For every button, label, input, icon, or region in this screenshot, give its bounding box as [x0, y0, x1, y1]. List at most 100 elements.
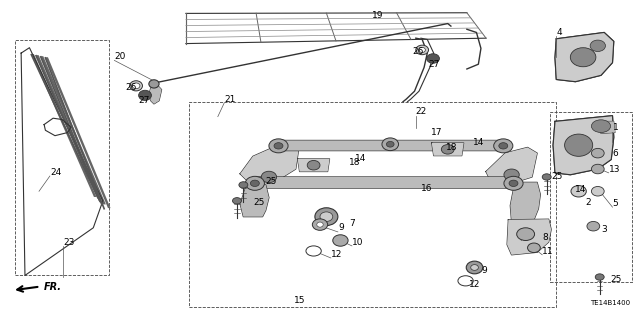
Ellipse shape — [317, 222, 323, 227]
Bar — [189, 102, 556, 307]
Polygon shape — [600, 122, 615, 133]
Text: 19: 19 — [372, 11, 384, 20]
Ellipse shape — [591, 120, 611, 132]
Text: 26: 26 — [125, 83, 136, 92]
Polygon shape — [510, 182, 540, 221]
Polygon shape — [41, 56, 106, 204]
Ellipse shape — [527, 243, 540, 253]
Text: 20: 20 — [115, 52, 125, 61]
Ellipse shape — [587, 221, 600, 231]
Text: 1: 1 — [612, 123, 618, 132]
Ellipse shape — [333, 235, 348, 246]
Ellipse shape — [132, 83, 140, 89]
Polygon shape — [149, 85, 162, 104]
Text: 25: 25 — [611, 275, 622, 284]
Text: 14: 14 — [575, 185, 587, 194]
Ellipse shape — [239, 182, 248, 188]
Text: 9: 9 — [481, 266, 486, 275]
Ellipse shape — [442, 145, 454, 154]
Polygon shape — [240, 185, 269, 217]
Bar — [550, 112, 632, 282]
Ellipse shape — [570, 48, 596, 67]
Ellipse shape — [564, 134, 593, 156]
Polygon shape — [486, 147, 537, 183]
Ellipse shape — [382, 138, 399, 151]
Text: 24: 24 — [50, 168, 61, 177]
Text: 27: 27 — [138, 96, 149, 105]
Text: 13: 13 — [609, 165, 620, 174]
Ellipse shape — [504, 169, 519, 181]
Text: 2: 2 — [586, 198, 591, 207]
Text: 27: 27 — [429, 60, 440, 69]
Ellipse shape — [493, 139, 513, 153]
Ellipse shape — [245, 176, 264, 190]
Text: 21: 21 — [224, 95, 236, 104]
Text: FR.: FR. — [44, 282, 62, 292]
Ellipse shape — [427, 54, 440, 63]
Ellipse shape — [274, 143, 283, 149]
Text: 12: 12 — [331, 250, 342, 259]
Ellipse shape — [542, 174, 551, 180]
Ellipse shape — [320, 212, 333, 221]
Text: 25: 25 — [551, 173, 563, 182]
Ellipse shape — [591, 148, 604, 158]
Ellipse shape — [509, 180, 518, 187]
Text: 8: 8 — [542, 233, 548, 242]
Ellipse shape — [250, 180, 259, 187]
Polygon shape — [555, 33, 614, 82]
Ellipse shape — [232, 197, 241, 204]
Ellipse shape — [139, 90, 152, 100]
Polygon shape — [298, 159, 330, 172]
Text: 6: 6 — [612, 149, 618, 158]
Ellipse shape — [416, 45, 429, 55]
Ellipse shape — [261, 171, 276, 183]
Ellipse shape — [499, 143, 508, 149]
Text: 15: 15 — [294, 296, 305, 305]
Text: 26: 26 — [413, 47, 424, 56]
Text: 3: 3 — [601, 225, 607, 234]
Text: 17: 17 — [431, 128, 443, 137]
Text: 22: 22 — [416, 108, 427, 116]
Text: 7: 7 — [349, 219, 355, 227]
Ellipse shape — [591, 164, 604, 174]
Ellipse shape — [387, 141, 394, 147]
Text: TE14B1400: TE14B1400 — [590, 300, 630, 306]
Text: 12: 12 — [468, 280, 480, 289]
Ellipse shape — [312, 219, 328, 230]
Ellipse shape — [149, 80, 159, 88]
Text: 18: 18 — [349, 158, 360, 167]
Ellipse shape — [595, 274, 604, 280]
Polygon shape — [45, 57, 111, 208]
Text: 16: 16 — [421, 184, 433, 193]
Ellipse shape — [590, 40, 605, 51]
Ellipse shape — [269, 139, 288, 153]
Text: 11: 11 — [542, 247, 554, 256]
Ellipse shape — [467, 261, 483, 274]
Polygon shape — [252, 177, 515, 188]
Text: 14: 14 — [355, 154, 367, 163]
Text: 14: 14 — [473, 138, 484, 147]
Text: 10: 10 — [352, 238, 364, 247]
Ellipse shape — [419, 48, 426, 52]
Bar — [15, 41, 109, 275]
Polygon shape — [507, 219, 551, 255]
Ellipse shape — [516, 228, 534, 241]
Text: 4: 4 — [556, 28, 562, 37]
Ellipse shape — [306, 246, 321, 256]
Polygon shape — [553, 116, 614, 175]
Text: 18: 18 — [446, 143, 458, 152]
Text: 5: 5 — [612, 199, 618, 208]
Ellipse shape — [504, 176, 523, 190]
Text: 25: 25 — [253, 198, 264, 207]
Polygon shape — [240, 143, 300, 183]
Text: 9: 9 — [338, 223, 344, 232]
Polygon shape — [31, 54, 97, 197]
Ellipse shape — [571, 186, 586, 197]
Polygon shape — [432, 143, 464, 156]
Ellipse shape — [458, 276, 473, 286]
Polygon shape — [36, 55, 101, 201]
Ellipse shape — [307, 160, 320, 170]
Ellipse shape — [130, 81, 143, 91]
Polygon shape — [274, 140, 505, 151]
Text: 25: 25 — [266, 177, 277, 186]
